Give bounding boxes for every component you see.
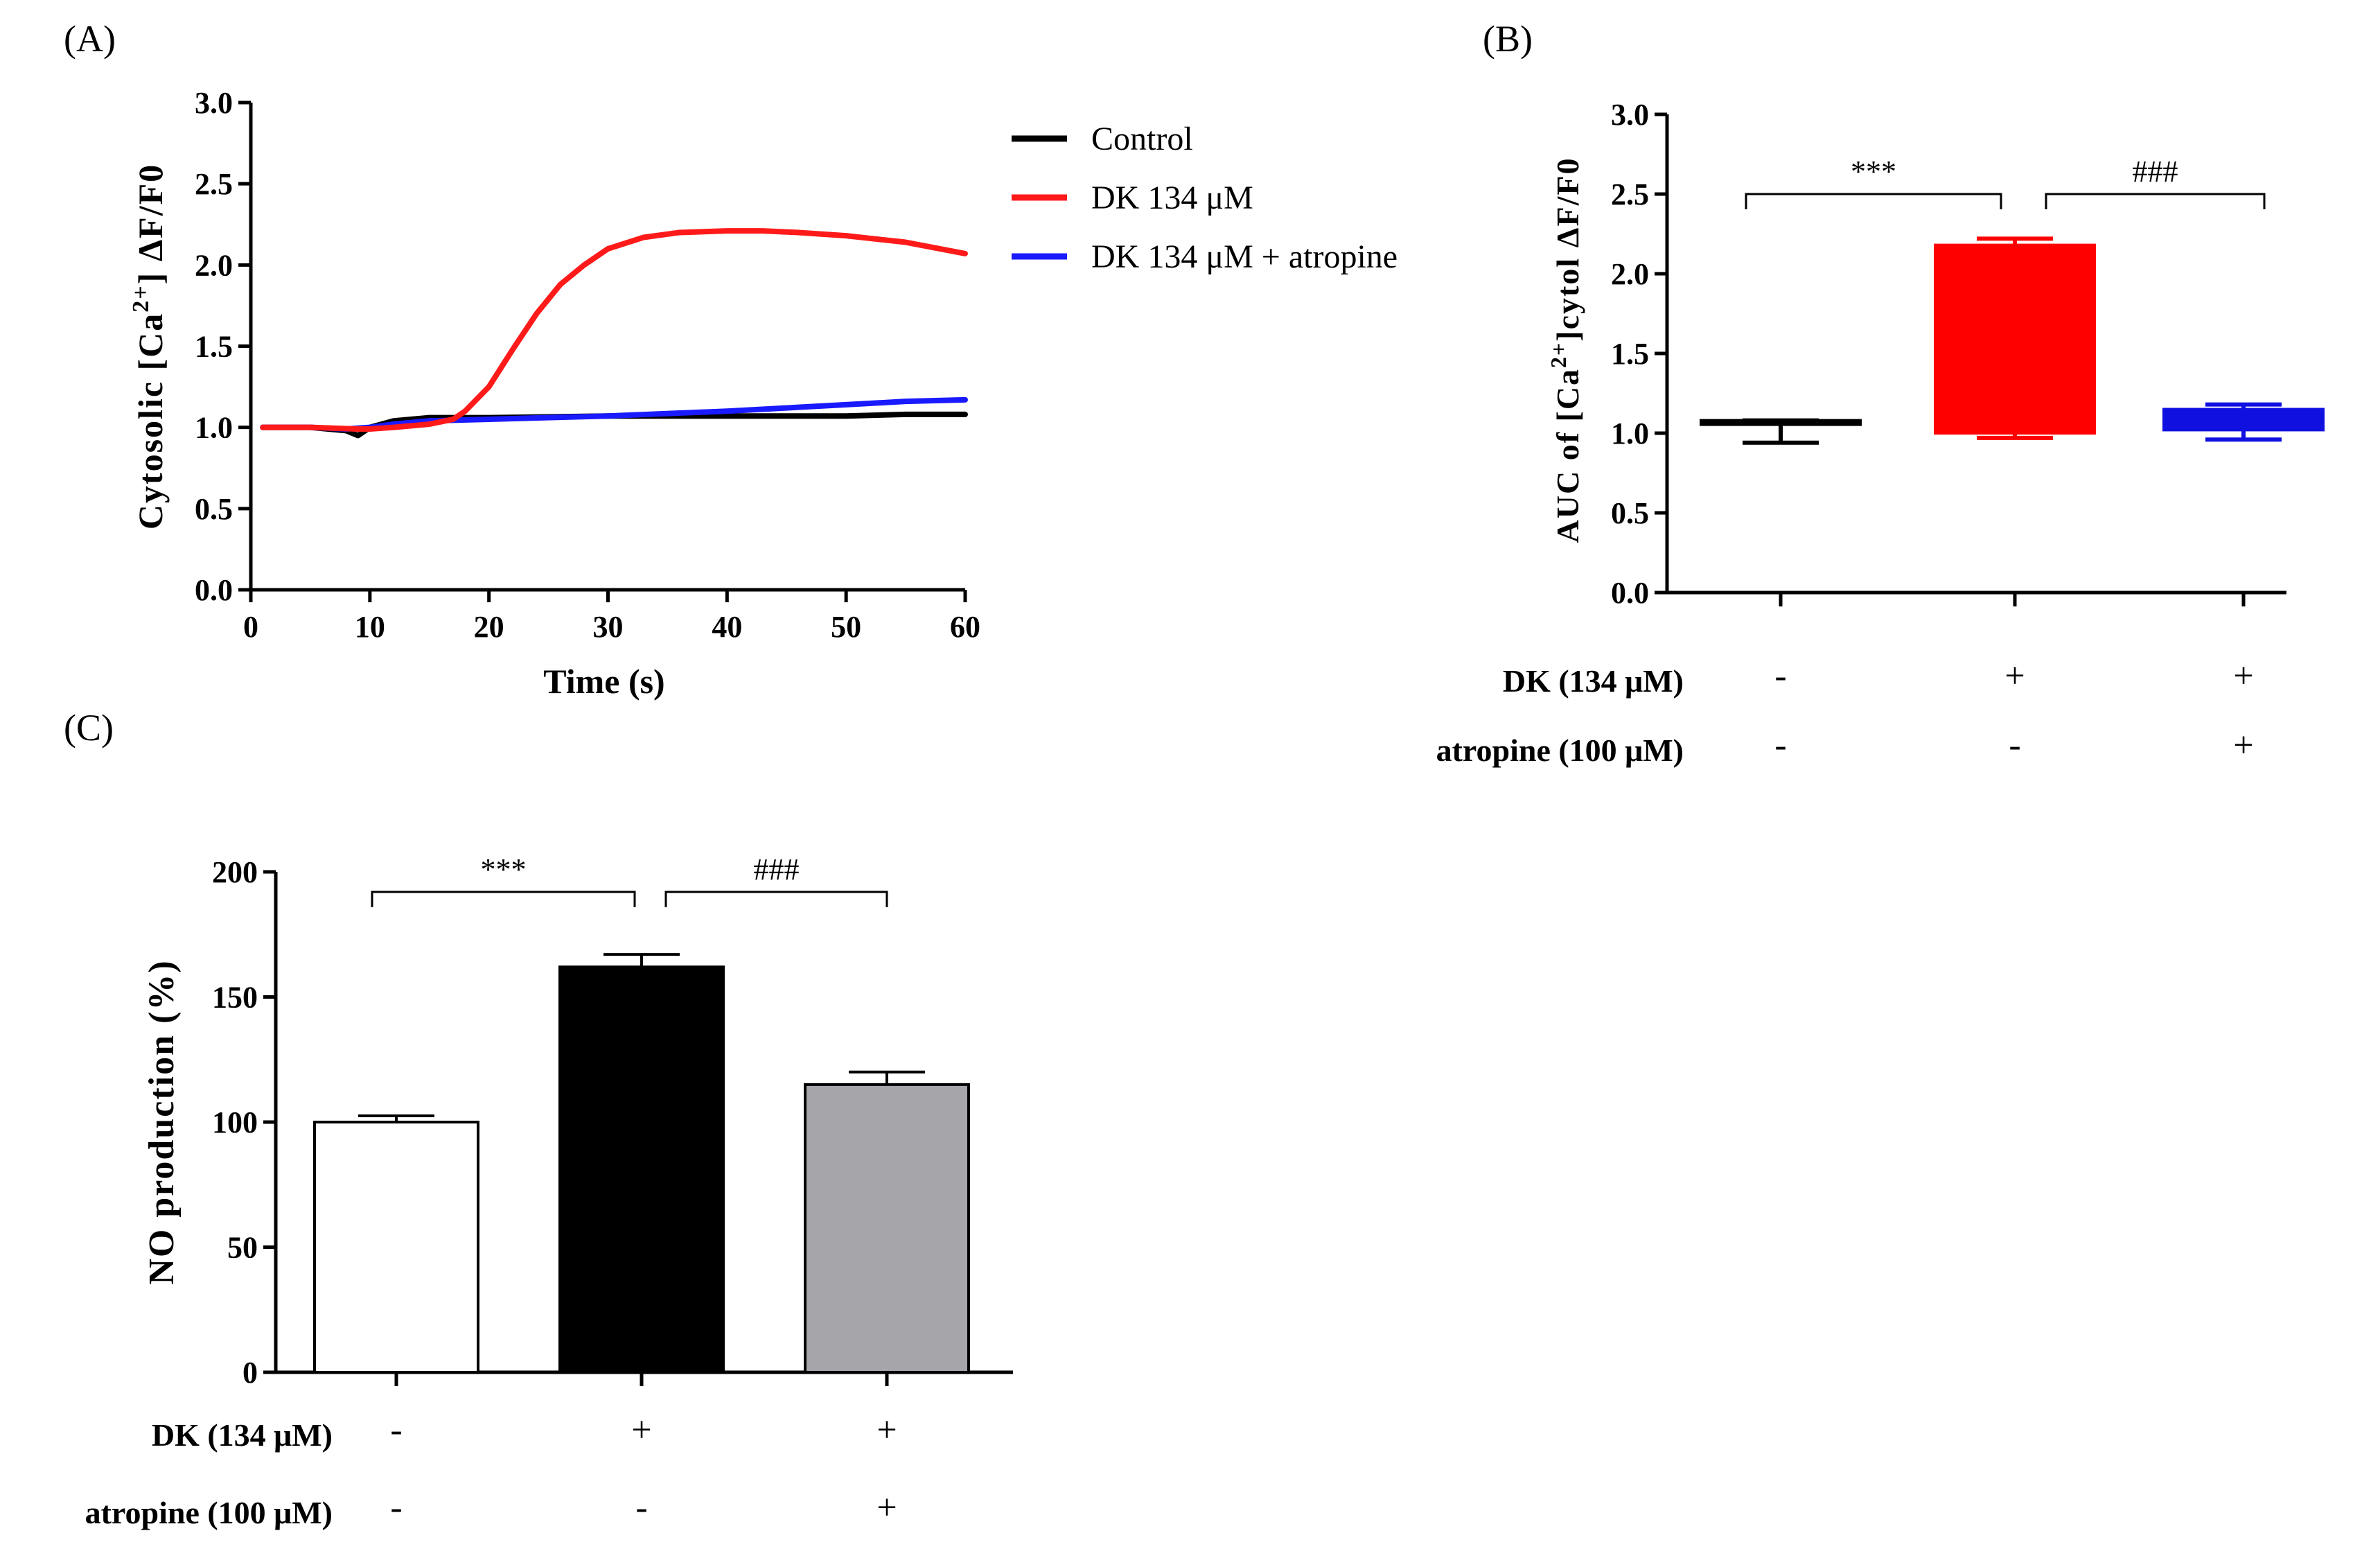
- chart-a-y-label-pre: Cytosolic [Ca: [131, 313, 170, 530]
- chart-b-y-tick-label: 2.0: [1611, 257, 1649, 291]
- chart-b-y-tick-label: 0.0: [1611, 576, 1649, 610]
- chart-a-y-label-sup: 2+: [128, 284, 154, 312]
- chart-c-y-tick-label: 50: [227, 1231, 258, 1265]
- chart-b-y-tick-label: 1.5: [1611, 337, 1649, 371]
- chart-a-y-tick-label: 2.5: [195, 167, 233, 201]
- chart-c-y-tick-label: 0: [243, 1356, 258, 1390]
- chart-a-y-label: Cytosolic [Ca2+] ΔF/F0: [128, 164, 170, 530]
- chart-c-bar: [804, 1083, 970, 1374]
- chart-b-treatment-sign: +: [2233, 656, 2253, 696]
- chart-a-series: [260, 228, 968, 439]
- chart-b-y-tick-label: 2.5: [1611, 177, 1649, 211]
- chart-a-y-label-post: ] ΔF/F0: [131, 164, 170, 284]
- chart-a-x-ticks: 0 10 20 30 40 50 60: [243, 590, 980, 644]
- chart-a-x-tick-label: 40: [712, 610, 742, 644]
- chart-a-x-tick-label: 60: [950, 610, 980, 644]
- chart-c-significance-bracket: [371, 891, 636, 907]
- chart-c-y-ticks: 0 50 100 150 200: [212, 855, 889, 1390]
- chart-c-bar: 0 50 100 150 200 *** ### DK (134 μM) - + + atropi…: [85, 852, 1013, 1530]
- chart-b-treatment-sign: +: [2233, 726, 2253, 765]
- chart-a-legend: Control DK 134 μM DK 134 μM + atropine: [1012, 121, 1398, 275]
- chart-b-treatment-sign: -: [2009, 726, 2020, 765]
- chart-a-line: 0.0 0.5 1.0 1.5 2.0 2.5 3.0 0 10 20 30 40 50 60 Time…: [128, 86, 1398, 701]
- chart-b-treatment-sign: +: [2004, 656, 2025, 696]
- chart-b-box: [1700, 419, 1862, 426]
- chart-a-y-tick-label: 0.0: [195, 573, 233, 607]
- chart-c-treatment-sign: -: [390, 1410, 402, 1450]
- chart-c-treatments: DK (134 μM) - + + atropine (100 μM) - - +: [85, 1410, 897, 1530]
- chart-c-bar: [313, 1121, 479, 1374]
- chart-c-treatment-sign: +: [876, 1410, 897, 1450]
- chart-b-significance: *** ###: [1745, 155, 2266, 209]
- chart-c-treatment-sign: -: [390, 1488, 402, 1528]
- chart-b-treatment-label: atropine (100 μM): [1436, 733, 1684, 768]
- chart-a-x-tick-label: 20: [474, 610, 504, 644]
- panel-label-a: (A): [64, 18, 116, 60]
- chart-b-y-ticks: 0.0 0.5 1.0 1.5 2.0 2.5 3.0: [1611, 98, 2246, 610]
- chart-b-significance-label: ***: [1851, 155, 1896, 189]
- chart-c-y-tick-label: 150: [212, 981, 258, 1015]
- chart-a-y-ticks: 0.0 0.5 1.0 1.5 2.0 2.5 3.0: [195, 86, 251, 607]
- chart-a-y-tick-label: 1.5: [195, 330, 233, 364]
- chart-b-treatment-sign: -: [1774, 656, 1786, 696]
- chart-b-y-tick-label: 0.5: [1611, 496, 1649, 530]
- chart-c-bars: [313, 953, 970, 1374]
- chart-c-treatment-sign: -: [635, 1488, 647, 1528]
- chart-a-x-tick-label: 10: [355, 610, 385, 644]
- chart-a-x-tick-label: 30: [593, 610, 624, 644]
- chart-b-significance-bracket: [2045, 193, 2266, 209]
- chart-c-bar: [558, 965, 725, 1374]
- chart-c-y-label: NO production (%): [142, 959, 182, 1284]
- chart-a-legend-label: DK 134 μM + atropine: [1091, 238, 1398, 275]
- chart-b-significance-label: ###: [2133, 155, 2178, 189]
- chart-a-legend-label: Control: [1091, 121, 1193, 157]
- chart-b-box: [1934, 243, 2096, 435]
- chart-a-legend-label: DK 134 μM: [1091, 180, 1253, 216]
- chart-c-significance: *** ###: [371, 852, 888, 907]
- chart-a-x-label: Time (s): [543, 662, 664, 701]
- chart-c-significance-label: ###: [754, 852, 800, 886]
- chart-a-y-tick-label: 0.5: [195, 492, 233, 526]
- chart-b-y-label-sup: 2+: [1546, 342, 1571, 368]
- chart-b-y-label-pre: AUC of [Ca: [1550, 368, 1585, 543]
- chart-b-box: 0.0 0.5 1.0 1.5 2.0 2.5 3.0 *** ### DK (134 μM)…: [1436, 98, 2325, 768]
- chart-c-treatment-label: atropine (100 μM): [85, 1495, 333, 1530]
- chart-c-y-tick-label: 100: [212, 1105, 258, 1139]
- chart-a-y-tick-label: 2.0: [195, 248, 233, 282]
- chart-c-significance-bracket: [664, 891, 888, 907]
- chart-b-treatments: DK (134 μM) - + + atropine (100 μM) - - +: [1436, 656, 2254, 768]
- chart-b-boxes: [1700, 236, 2325, 445]
- chart-b-y-tick-label: 3.0: [1611, 98, 1649, 132]
- chart-b-y-label-post: ]cytol ΔF/F0: [1550, 157, 1585, 342]
- chart-b-treatment-label: DK (134 μM): [1503, 663, 1684, 699]
- chart-a-x-tick-label: 0: [243, 610, 258, 644]
- chart-a-series-line: [260, 228, 968, 432]
- chart-c-y-tick-label: 200: [212, 855, 258, 889]
- chart-c-treatment-label: DK (134 μM): [152, 1417, 333, 1453]
- chart-c-significance-label: ***: [481, 852, 527, 886]
- chart-b-y-label: AUC of [Ca2+]cytol ΔF/F0: [1546, 157, 1585, 543]
- chart-b-significance-bracket: [1745, 193, 2002, 209]
- chart-a-x-tick-label: 50: [831, 610, 861, 644]
- chart-c-treatment-sign: +: [876, 1488, 897, 1528]
- chart-c-treatment-sign: +: [631, 1410, 651, 1450]
- chart-a-y-tick-label: 1.0: [195, 411, 233, 445]
- chart-b-y-tick-label: 1.0: [1611, 417, 1649, 450]
- panel-label-c: (C): [64, 707, 114, 749]
- panel-label-b: (B): [1483, 18, 1533, 60]
- chart-b-box: [2162, 408, 2325, 432]
- chart-a-y-tick-label: 3.0: [195, 86, 233, 120]
- chart-b-treatment-sign: -: [1774, 726, 1786, 765]
